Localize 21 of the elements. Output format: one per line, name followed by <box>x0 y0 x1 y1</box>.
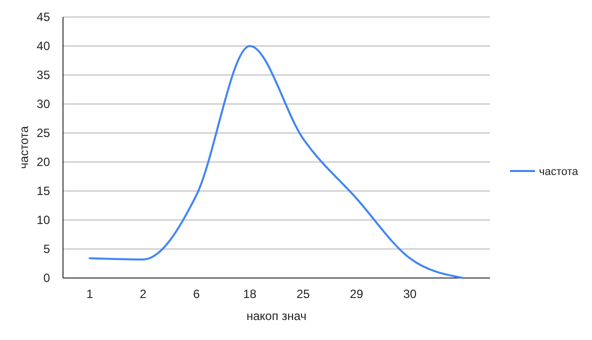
y-tick-label: 10 <box>36 213 50 228</box>
x-tick-label: 30 <box>403 287 417 301</box>
y-tick-label: 30 <box>36 97 50 112</box>
line-series <box>88 45 464 279</box>
y-tick-label: 0 <box>43 271 50 286</box>
x-tick-label: 2 <box>140 287 147 301</box>
x-tick-label: 18 <box>243 287 257 301</box>
y-tick-label: 40 <box>36 39 50 54</box>
legend-label: частота <box>539 166 580 178</box>
y-axis-title: частота <box>17 126 31 169</box>
y-tick-label: 20 <box>36 155 50 170</box>
y-tick-label: 5 <box>43 242 50 256</box>
y-tick-label: 45 <box>36 10 50 24</box>
y-tick-label: 15 <box>36 184 50 198</box>
x-tick-label: 1 <box>86 287 94 301</box>
x-tick-label: 25 <box>296 287 310 301</box>
y-tick-label: 35 <box>36 68 50 82</box>
x-tick-label: 29 <box>350 287 364 301</box>
x-tick-label: 6 <box>193 287 200 301</box>
y-tick-label: 25 <box>36 126 50 140</box>
x-axis-title: накоп знач <box>246 309 306 323</box>
